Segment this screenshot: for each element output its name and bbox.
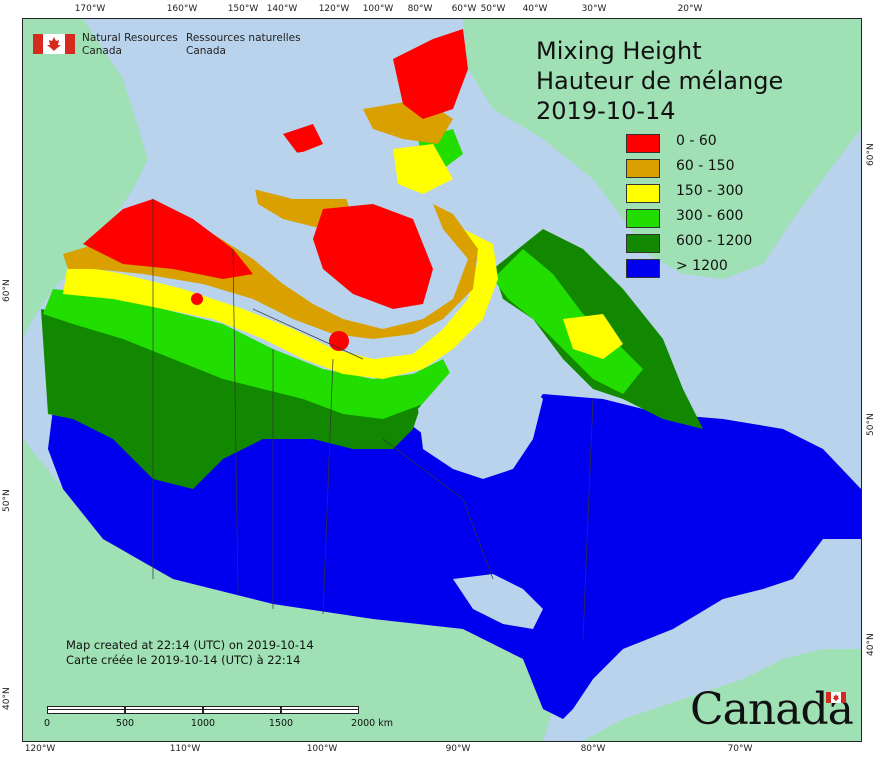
tick-bottom-70w: 70°W xyxy=(727,744,753,754)
zone-600-1200 xyxy=(41,309,423,489)
zone-300-600 xyxy=(43,289,453,419)
tick-top-160w: 160°W xyxy=(166,4,198,14)
legend-swatch xyxy=(626,259,660,278)
legend-label: 0 - 60 xyxy=(676,133,717,149)
legend-item: 0 - 60 xyxy=(626,133,786,153)
scale-label-500: 500 xyxy=(115,718,135,729)
legend-swatch xyxy=(626,184,660,203)
zone-0-60 xyxy=(83,199,253,279)
tick-top-40w: 40°W xyxy=(522,4,548,14)
scale-label-1500: 1500 xyxy=(268,718,294,729)
created-note-en: Map created at 22:14 (UTC) on 2019-10-14 xyxy=(66,638,314,652)
canada-flag-icon xyxy=(33,34,75,54)
tick-left-40n: 40°N xyxy=(2,687,12,710)
tick-right-60n: 60°N xyxy=(866,143,876,166)
zone-0-60-islands xyxy=(283,124,323,154)
map-canvas[interactable] xyxy=(23,19,861,741)
greenland-land xyxy=(463,19,861,279)
org-name-fr: Ressources naturelles Canada xyxy=(186,32,301,58)
legend-label: 150 - 300 xyxy=(676,183,744,199)
zone-150-300-baffin-south xyxy=(563,314,623,359)
zone-150-300 xyxy=(63,229,498,379)
legend-swatch xyxy=(626,209,660,228)
scale-label-1000: 1000 xyxy=(190,718,216,729)
tick-top-30w: 30°W xyxy=(581,4,607,14)
legend-swatch xyxy=(626,134,660,153)
usa-land xyxy=(23,439,553,741)
legend-label: 300 - 600 xyxy=(676,208,744,224)
tick-bottom-80w: 80°W xyxy=(580,744,606,754)
tick-top-20w: 20°W xyxy=(677,4,703,14)
tick-top-80w: 80°W xyxy=(407,4,433,14)
legend-item: > 1200 xyxy=(626,258,786,278)
tick-top-150w: 150°W xyxy=(227,4,259,14)
org-name-en: Natural Resources Canada xyxy=(82,32,178,58)
tick-top-170w: 170°W xyxy=(74,4,106,14)
tick-bottom-90w: 90°W xyxy=(445,744,471,754)
scale-label-0: 0 xyxy=(43,718,51,729)
tick-top-60w: 60°W xyxy=(451,4,477,14)
tick-left-50n: 50°N xyxy=(2,489,12,512)
zone-0-60-ellesmere xyxy=(393,29,468,119)
scale-bar xyxy=(47,706,359,714)
map-title-fr: Hauteur de mélange xyxy=(536,67,784,95)
zone-0-60-spot-2 xyxy=(191,293,203,305)
legend-label: 60 - 150 xyxy=(676,158,735,174)
hudson-bay xyxy=(418,359,543,479)
legend-label: 600 - 1200 xyxy=(676,233,753,249)
zone-0-60-central xyxy=(313,204,433,309)
tick-right-40n: 40°N xyxy=(866,633,876,656)
tick-left-60n: 60°N xyxy=(2,279,12,302)
wordmark-flag-icon xyxy=(826,692,846,703)
org-name-en-line1: Natural Resources xyxy=(82,32,178,44)
legend-label: > 1200 xyxy=(676,258,728,274)
map-frame[interactable] xyxy=(22,18,862,742)
tick-right-50n: 50°N xyxy=(866,413,876,436)
tick-top-140w: 140°W xyxy=(266,4,298,14)
arctic-channels xyxy=(253,149,393,199)
tick-top-120w: 120°W xyxy=(318,4,350,14)
tick-top-100w: 100°W xyxy=(362,4,394,14)
great-lakes xyxy=(453,574,543,629)
usa-northeast-land xyxy=(583,649,861,741)
tick-bottom-110w: 110°W xyxy=(169,744,201,754)
tick-bottom-100w: 100°W xyxy=(306,744,338,754)
legend-item: 300 - 600 xyxy=(626,208,786,228)
map-date: 2019-10-14 xyxy=(536,97,676,125)
zone-150-300-north xyxy=(393,144,453,194)
legend-swatch xyxy=(626,234,660,253)
provincial-boundaries xyxy=(152,199,594,640)
tick-bottom-120w: 120°W xyxy=(24,744,56,754)
zone-over-1200 xyxy=(48,394,861,719)
org-name-fr-line1: Ressources naturelles xyxy=(186,32,301,44)
alaska-russia-land xyxy=(23,19,148,339)
map-title-en: Mixing Height xyxy=(536,37,702,65)
legend-item: 150 - 300 xyxy=(626,183,786,203)
scale-label-2000: 2000 km xyxy=(351,718,393,729)
org-name-en-line2: Canada xyxy=(82,45,122,57)
created-note-fr: Carte créée le 2019-10-14 (UTC) à 22:14 xyxy=(66,653,301,667)
tick-top-50w: 50°W xyxy=(480,4,506,14)
legend-swatch xyxy=(626,159,660,178)
legend-item: 600 - 1200 xyxy=(626,233,786,253)
org-name-fr-line2: Canada xyxy=(186,45,226,57)
legend-item: 60 - 150 xyxy=(626,158,786,178)
